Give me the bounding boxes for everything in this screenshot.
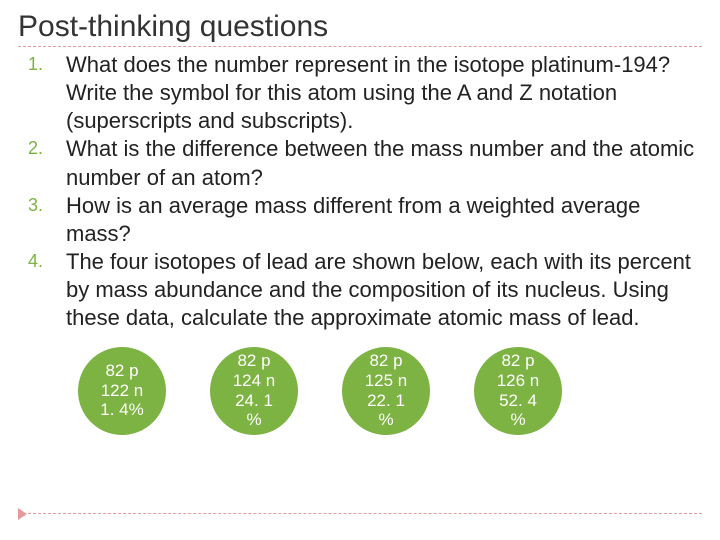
list-marker: 1. [28,53,43,76]
isotope-abundance-unit: % [510,410,525,430]
list-marker: 2. [28,137,43,160]
isotope-neutrons: 124 n [233,371,276,391]
isotope-circle: 82 p 124 n 24. 1 % [210,347,298,435]
isotope-circle: 82 p 122 n 1. 4% [78,347,166,435]
isotope-protons: 82 p [237,351,270,371]
isotope-circle: 82 p 126 n 52. 4 % [474,347,562,435]
isotope-abundance: 22. 1 [367,391,405,411]
list-item: 2. What is the difference between the ma… [66,135,702,191]
isotope-abundance: 1. 4% [100,400,143,420]
isotope-protons: 82 p [105,361,138,381]
list-item: 3. How is an average mass different from… [66,192,702,248]
question-text: The four isotopes of lead are shown belo… [66,249,691,330]
list-marker: 4. [28,250,43,273]
isotope-circle: 82 p 125 n 22. 1 % [342,347,430,435]
question-list: 1. What does the number represent in the… [18,51,702,333]
question-text: How is an average mass different from a … [66,193,640,246]
isotope-neutrons: 125 n [365,371,408,391]
list-item: 4. The four isotopes of lead are shown b… [66,248,702,332]
question-text: What does the number represent in the is… [66,52,670,133]
list-item: 1. What does the number represent in the… [66,51,702,135]
isotope-neutrons: 122 n [101,381,144,401]
slide-container: Post-thinking questions 1. What does the… [0,0,720,435]
triangle-icon [18,508,27,520]
slide-title: Post-thinking questions [18,10,702,47]
isotope-circles-row: 82 p 122 n 1. 4% 82 p 124 n 24. 1 % 82 p… [18,347,702,435]
isotope-protons: 82 p [501,351,534,371]
isotope-abundance-unit: % [246,410,261,430]
isotope-protons: 82 p [369,351,402,371]
isotope-neutrons: 126 n [497,371,540,391]
isotope-abundance-unit: % [378,410,393,430]
question-text: What is the difference between the mass … [66,136,694,189]
isotope-abundance: 24. 1 [235,391,273,411]
list-marker: 3. [28,194,43,217]
bottom-divider [18,513,702,514]
isotope-abundance: 52. 4 [499,391,537,411]
